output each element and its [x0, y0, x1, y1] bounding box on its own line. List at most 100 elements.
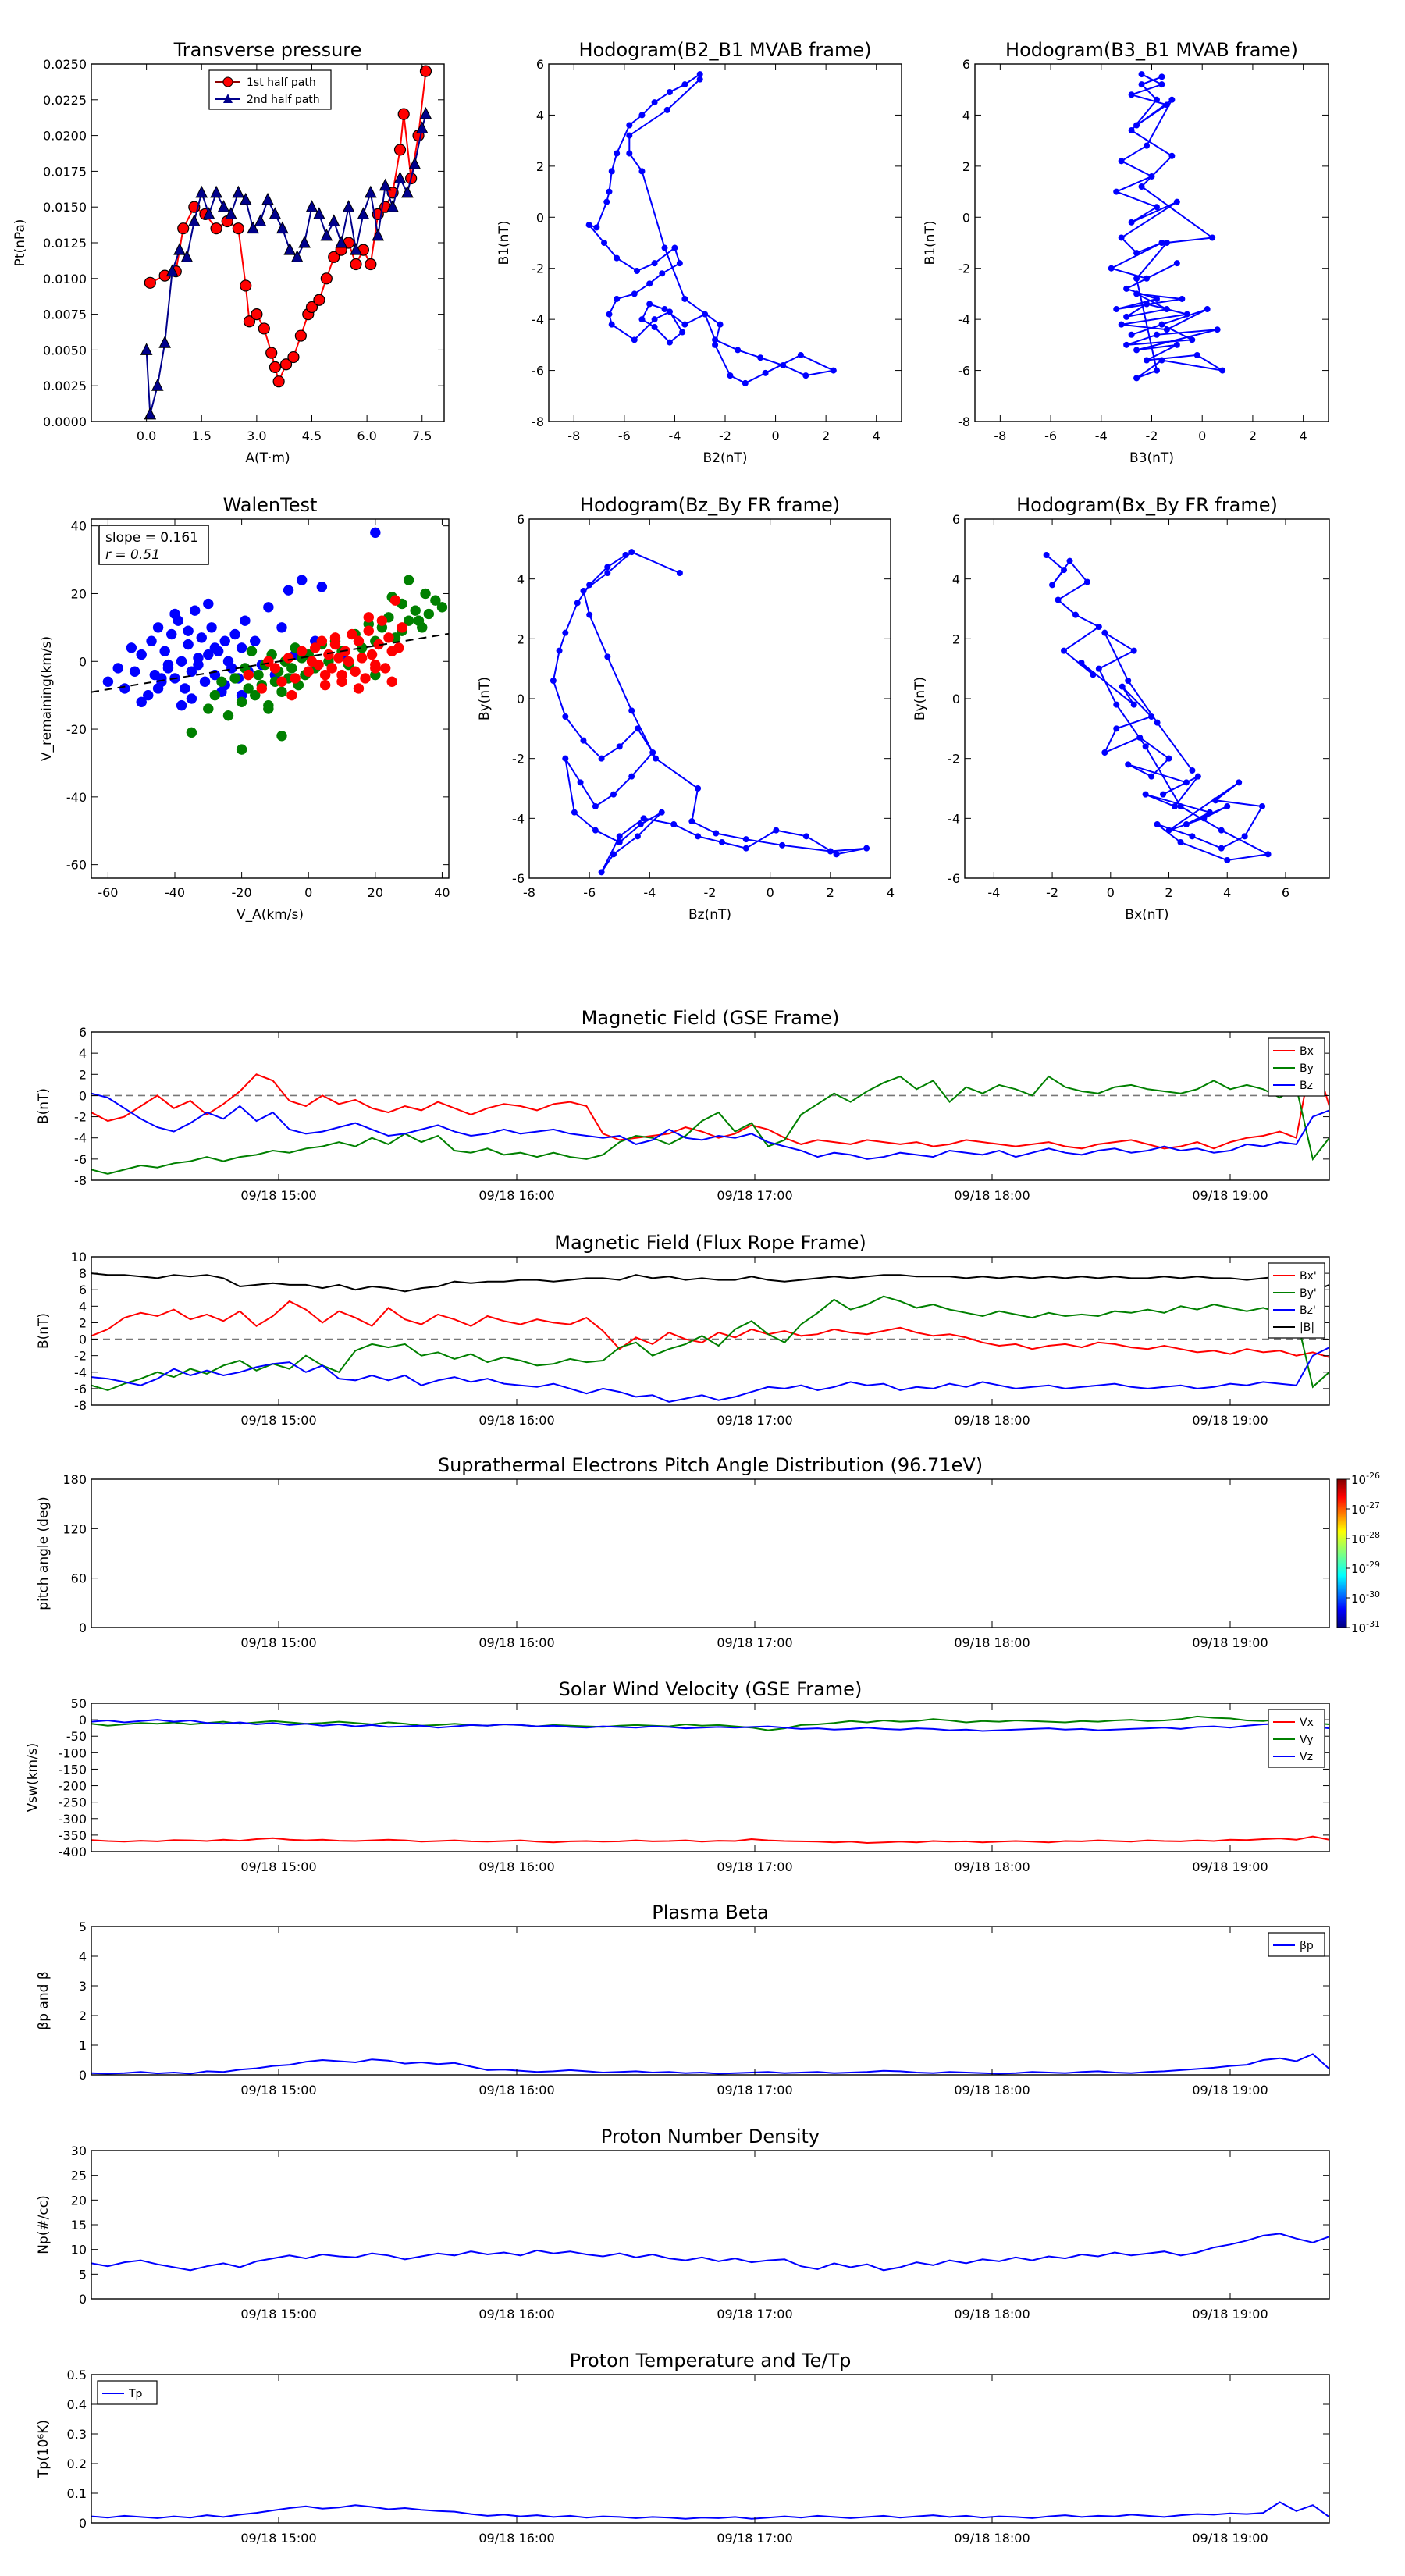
walen-data-point	[283, 653, 294, 664]
walen-data-point	[286, 689, 297, 701]
h1-data-point	[661, 244, 668, 251]
ts2-time-tick-label: 09/18 17:00	[717, 1413, 792, 1428]
h2-data-point	[1138, 81, 1145, 88]
walen-xtick-label: 40	[434, 885, 450, 900]
h3-data-point	[634, 725, 641, 732]
h4-ytick-label: -6	[948, 871, 960, 886]
h2-ytick-label: 2	[962, 159, 970, 174]
h3-data-point	[833, 851, 840, 858]
tp-data-point	[393, 144, 407, 156]
tp-data-point	[386, 200, 399, 212]
tp-data-point	[239, 192, 252, 205]
ts7-plot-frame	[91, 2374, 1330, 2524]
h2-data-point	[1133, 275, 1140, 282]
walen-data-point	[310, 642, 321, 653]
h2-data-point	[1179, 295, 1186, 302]
walen-data-point	[229, 628, 240, 640]
ts4-ytick-label: -350	[59, 1828, 87, 1843]
tp-data-point	[408, 157, 422, 169]
h4-data-point	[1101, 629, 1108, 636]
ts2-ytick-label: -4	[74, 1365, 87, 1380]
ts6-ytick-label: 30	[71, 2144, 87, 2158]
h4-data-point	[1183, 821, 1190, 827]
h4-data-point	[1125, 678, 1132, 684]
walen-data-point	[276, 622, 287, 633]
h3-data-point	[580, 737, 587, 744]
h3-data-point	[586, 611, 593, 618]
h4-title: Hodogram(Bx_By FR frame)	[1016, 494, 1278, 516]
walen-data-point	[296, 575, 308, 585]
walen-data-point	[216, 676, 227, 688]
walen-data-point	[226, 663, 237, 674]
h1-data-point	[646, 280, 653, 287]
tp-data-point	[188, 214, 201, 227]
walen-ylabel: V_remaining(km/s)	[39, 636, 55, 761]
ts3-time-tick-label: 09/18 15:00	[240, 1635, 316, 1650]
walen-data-point	[326, 663, 337, 674]
h4-data-point	[1095, 624, 1102, 630]
walen-data-point	[386, 676, 397, 688]
h4-data-point	[1142, 743, 1149, 750]
ts5-legend-label: βp	[1300, 1940, 1314, 1952]
h2-ytick-label: -4	[958, 312, 970, 327]
tp-xtick-label: 3.0	[247, 429, 266, 443]
h2-data-point	[1173, 198, 1180, 205]
h2-data-point	[1173, 341, 1180, 348]
h2-data-point	[1193, 351, 1200, 358]
h2-data-point	[1153, 331, 1160, 338]
walen-data-point	[183, 639, 194, 650]
h2-ylabel: B1(nT)	[923, 221, 938, 265]
h3-data-point	[604, 653, 611, 660]
tp-data-point	[177, 222, 190, 235]
tp-series-group	[140, 65, 432, 420]
ts4-legend-label: Vz	[1300, 1751, 1313, 1763]
tp-data-point	[261, 192, 274, 205]
tp-legend: 1st half path 2nd half path	[208, 69, 332, 110]
tp-data-point	[276, 221, 289, 234]
tp-legend-marker-2	[223, 94, 233, 103]
h4-data-point	[1241, 833, 1248, 840]
h3-data-point	[802, 833, 809, 840]
ts1-series-group	[91, 1051, 1329, 1175]
h1-data-point	[608, 321, 615, 328]
h4-data-point	[1264, 851, 1272, 858]
ts1-ytick-label: -6	[74, 1152, 87, 1167]
h3-xtick-label: 2	[827, 885, 834, 900]
tp-data-point	[372, 228, 385, 241]
tp-data-point	[180, 250, 194, 262]
ts7-series-group	[91, 2501, 1329, 2520]
h4-ytick-label: 6	[952, 512, 960, 527]
tp-data-point	[393, 171, 407, 184]
walen-data-point	[403, 575, 414, 585]
ts1-time-tick-label: 09/18 16:00	[478, 1188, 554, 1203]
h3-xtick-label: -6	[583, 885, 596, 900]
h3-data-point	[598, 869, 605, 876]
ts4-series-group	[91, 1715, 1329, 1845]
ts2-series-group	[91, 1272, 1329, 1403]
h2-xtick-label: 0	[1198, 429, 1206, 443]
h1-data-point	[601, 240, 608, 246]
tp-data-point	[294, 329, 307, 342]
tp-data-point	[247, 221, 259, 234]
h1-ytick-label: -4	[532, 312, 544, 327]
ts4-ytick-label: 0	[79, 1713, 87, 1727]
h3-xtick-label: 0	[767, 885, 774, 900]
walen-ytick-label: 40	[71, 519, 87, 534]
tp-data-point	[195, 185, 208, 198]
h2-data-point	[1128, 127, 1135, 134]
h2-data-point	[1153, 367, 1160, 374]
h4-ytick-label: -2	[948, 752, 960, 767]
walen-data-point	[383, 632, 394, 643]
h1-data-point	[634, 267, 640, 274]
tp-ytick-label: 0.0125	[43, 236, 87, 251]
ts2-ytick-label: 6	[79, 1283, 87, 1297]
ts6-time-tick-label: 09/18 15:00	[240, 2307, 316, 2322]
tp-data-point	[144, 407, 157, 420]
h3-data-point	[577, 779, 584, 786]
tp-data-point	[350, 243, 362, 255]
tp-data-point	[225, 207, 237, 219]
colorbar-tick-label: 10-26	[1351, 1471, 1380, 1487]
ts7-ylabel: Tp(10⁶K)	[36, 2420, 52, 2478]
walen-data-point	[290, 673, 301, 684]
h1-data-point	[651, 99, 658, 106]
